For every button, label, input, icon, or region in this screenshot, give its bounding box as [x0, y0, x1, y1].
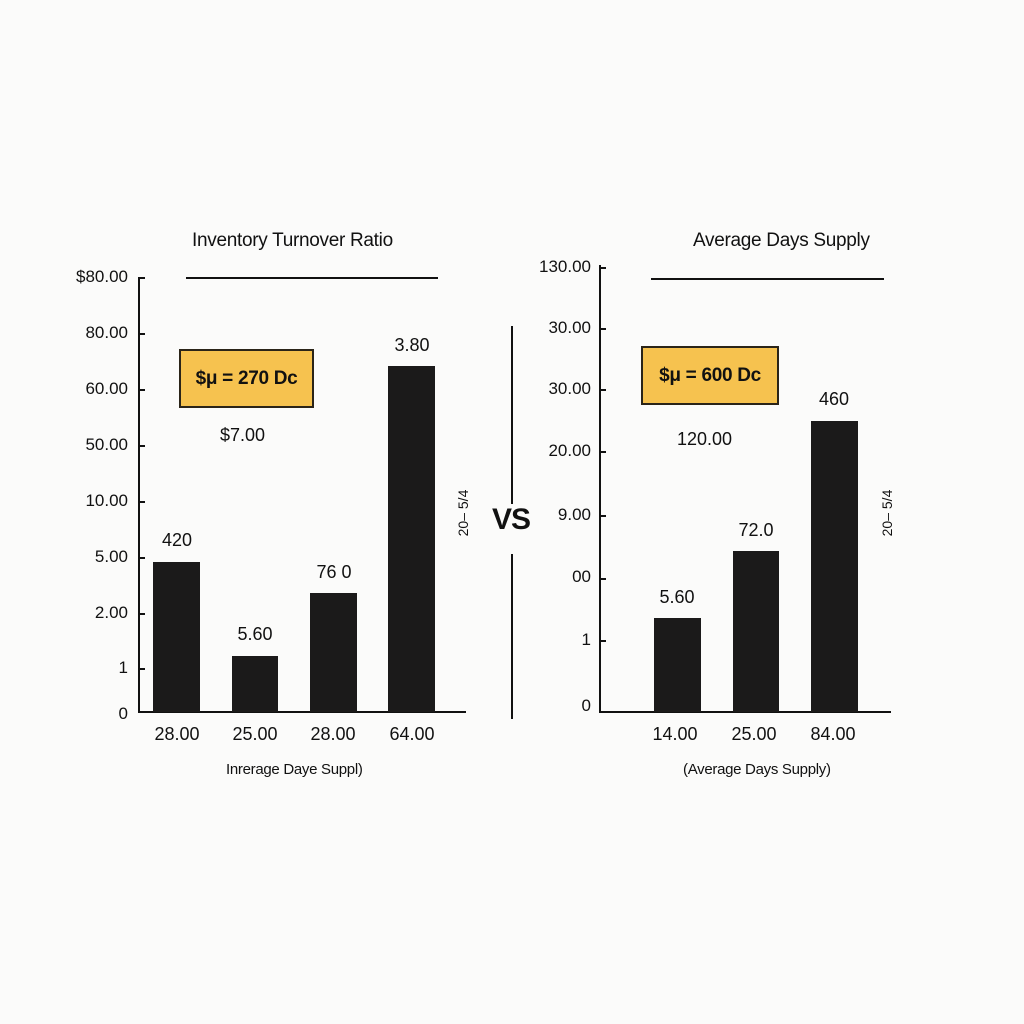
right-bar-1-value: 5.60 — [659, 587, 695, 607]
right-x-category: 84.00 — [810, 724, 856, 744]
right-x-axis — [599, 711, 891, 713]
right-y-tick — [599, 328, 606, 330]
left-x-category: 25.00 — [232, 724, 278, 744]
right-title-rule — [651, 278, 884, 280]
left-bar-2-value: 5.60 — [237, 624, 273, 644]
left-y-tick — [138, 668, 145, 670]
left-y-tick-label: 50.00 — [85, 435, 128, 454]
right-y-tick-label: 0 — [581, 696, 591, 715]
left-x-category: 64.00 — [389, 724, 435, 744]
right-y-tick-label: 30.00 — [548, 318, 591, 337]
left-y-tick — [138, 333, 145, 335]
left-y-tick-label: 60.00 — [85, 379, 128, 398]
right-side-label: 20– 5/4 — [879, 489, 895, 537]
left-x-category: 28.00 — [154, 724, 200, 744]
divider-line-top — [511, 326, 513, 504]
left-chart-title: Inventory Turnover Ratio — [192, 230, 393, 251]
left-bar-3-value: 76 0 — [316, 562, 352, 582]
left-x-axis — [138, 711, 466, 713]
left-y-tick — [138, 277, 145, 279]
left-y-tick — [138, 389, 145, 391]
right-bar-3-value: 460 — [818, 389, 850, 409]
divider-line-bottom — [511, 554, 513, 719]
right-annotation-box: $μ = 600 Dc — [641, 346, 779, 405]
right-chart-title: Average Days Supply — [693, 230, 870, 251]
right-x-category: 14.00 — [652, 724, 698, 744]
left-bar-1-value: 420 — [161, 530, 193, 550]
left-y-tick-label: 10.00 — [85, 491, 128, 510]
left-title-rule — [186, 277, 438, 279]
left-bar-4 — [388, 366, 435, 712]
left-y-axis — [138, 277, 140, 713]
left-y-tick — [138, 557, 145, 559]
left-y-tick-label: 5.00 — [94, 547, 128, 566]
left-x-category: 28.00 — [310, 724, 356, 744]
right-annotation-text: 120.00 — [677, 429, 733, 449]
right-y-tick — [599, 640, 606, 642]
left-y-tick-label: 80.00 — [85, 323, 128, 342]
left-annotation-box: $μ = 270 Dc — [179, 349, 314, 408]
right-bar-2 — [733, 551, 779, 712]
right-bar-2-value: 72.0 — [738, 520, 774, 540]
left-y-tick-label: 1 — [118, 658, 128, 677]
right-y-axis — [599, 265, 601, 713]
left-bar-1 — [153, 562, 200, 712]
left-bar-3 — [310, 593, 357, 712]
right-y-tick-label: 9.00 — [557, 505, 591, 524]
right-x-axis-label: (Average Days Supply) — [683, 761, 831, 778]
right-bar-1 — [654, 618, 701, 712]
left-y-tick — [138, 501, 145, 503]
right-y-tick-label: 20.00 — [548, 441, 591, 460]
left-y-tick-label: 0 — [118, 704, 128, 723]
right-y-tick — [599, 451, 606, 453]
right-y-tick — [599, 389, 606, 391]
right-y-tick — [599, 578, 606, 580]
left-bar-2 — [232, 656, 278, 712]
left-y-tick-label: $80.00 — [76, 267, 128, 286]
right-y-tick-label: 30.00 — [548, 379, 591, 398]
right-bar-3 — [811, 421, 858, 712]
left-annotation-text: $7.00 — [220, 425, 266, 445]
left-y-tick — [138, 613, 145, 615]
right-y-tick-label: 130.00 — [539, 257, 591, 276]
right-x-category: 25.00 — [731, 724, 777, 744]
left-y-tick-label: 2.00 — [94, 603, 128, 622]
right-y-tick — [599, 515, 606, 517]
right-y-tick-label: 1 — [581, 630, 591, 649]
left-side-label: 20– 5/4 — [455, 489, 471, 537]
right-y-tick — [599, 267, 606, 269]
vs-label: VS — [492, 503, 531, 536]
left-y-tick — [138, 445, 145, 447]
left-x-axis-label: Inrerage Daye Suppl) — [226, 761, 363, 778]
left-bar-4-value: 3.80 — [394, 335, 430, 355]
right-y-tick-label: 00 — [572, 567, 591, 586]
